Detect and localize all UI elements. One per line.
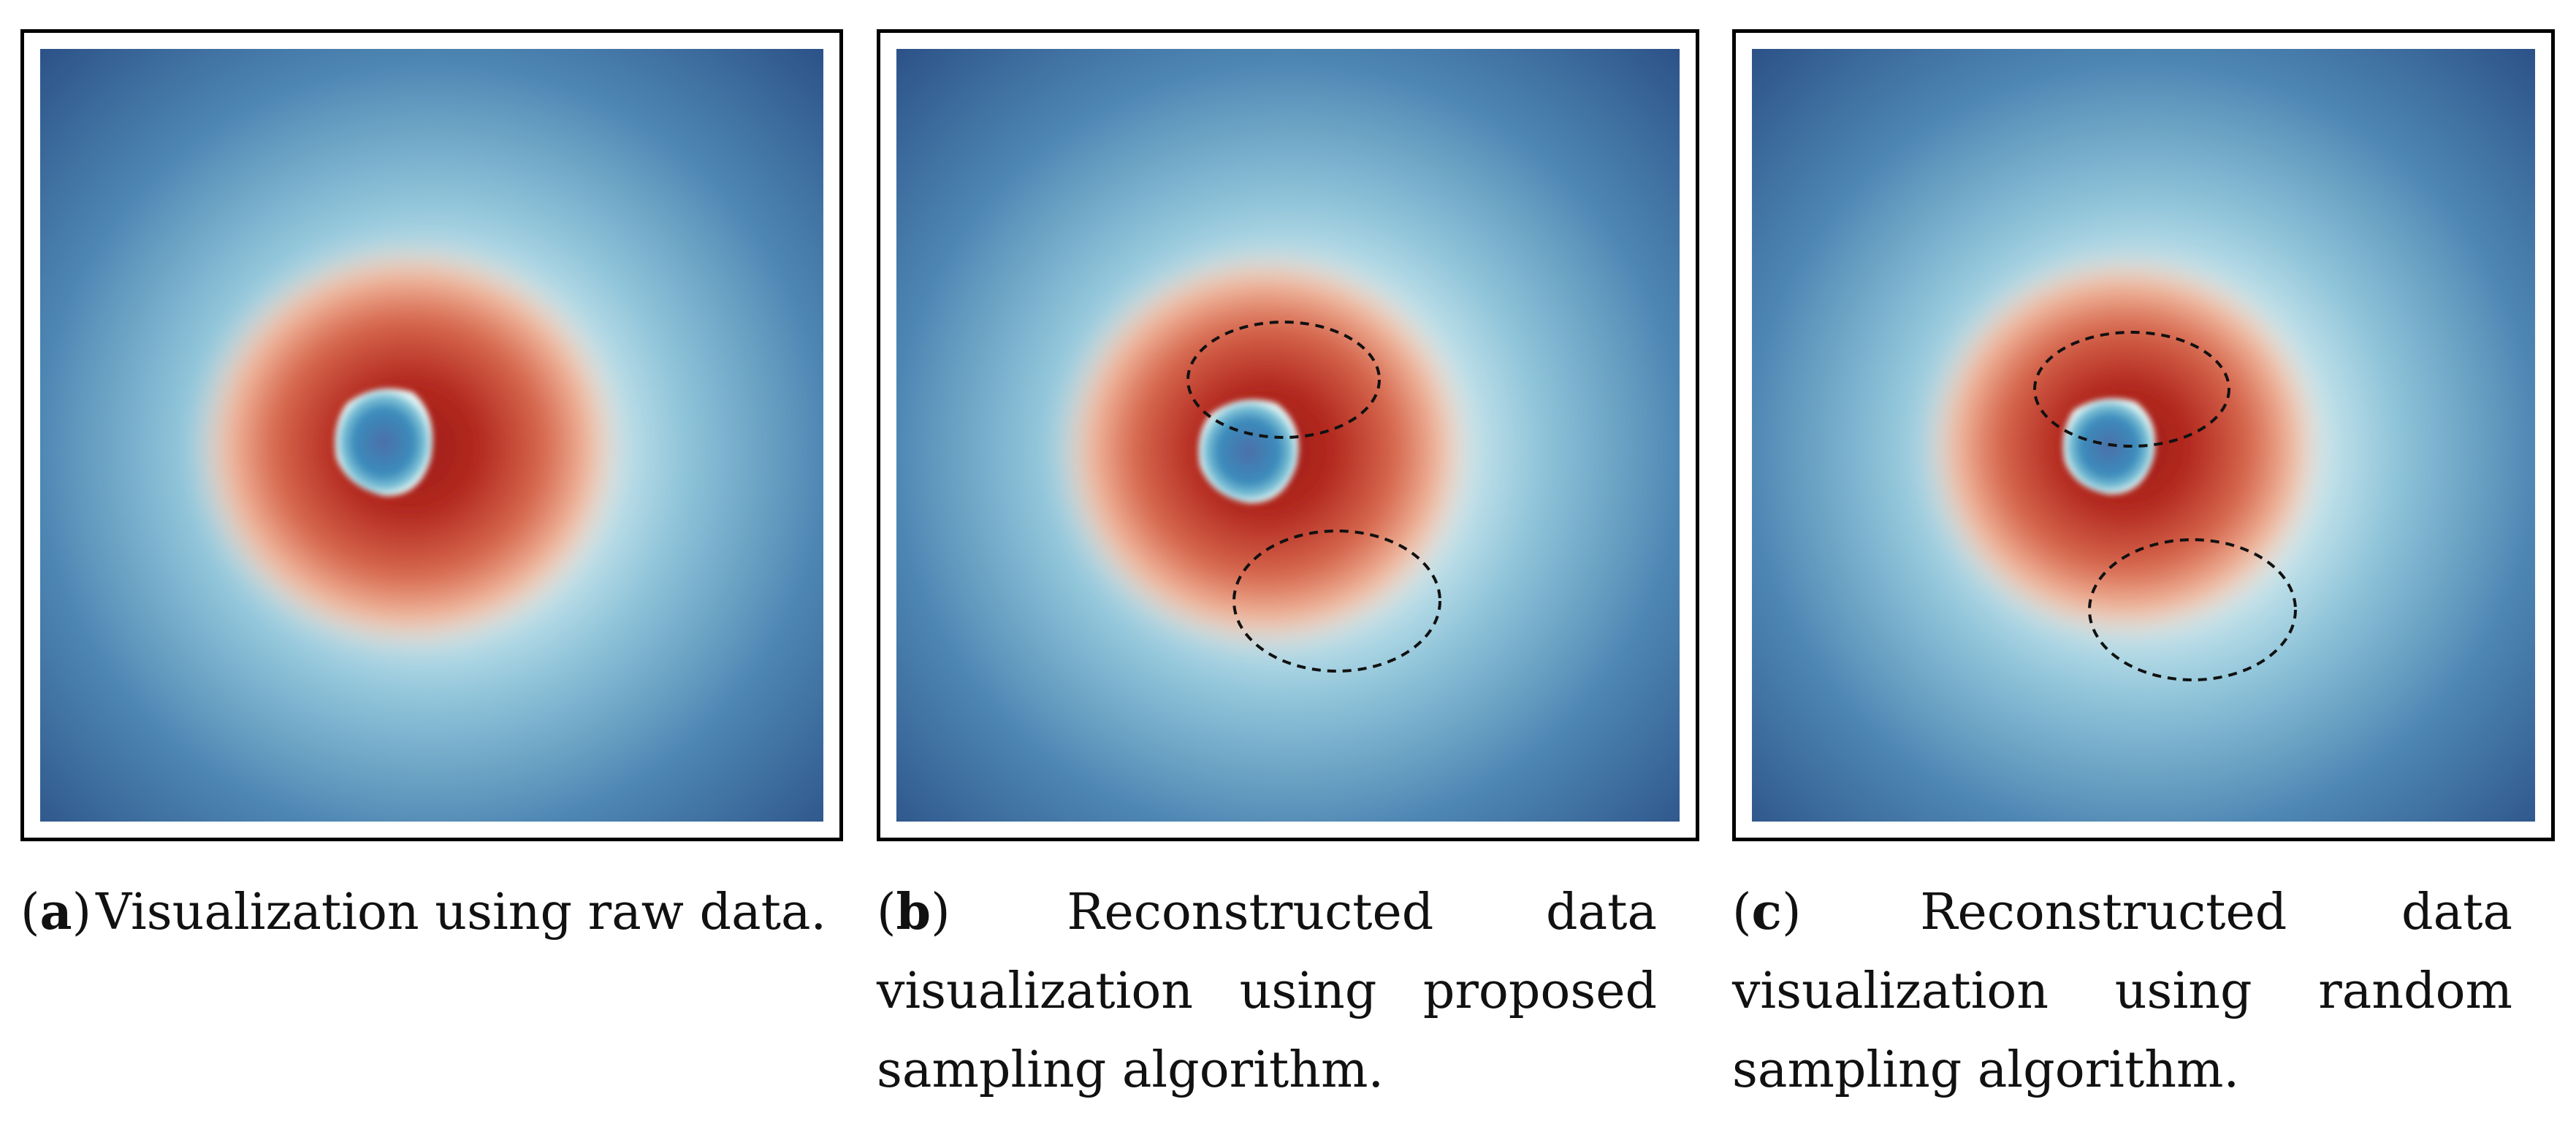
panel-b-dashed-ellipse-lower [1232, 529, 1441, 673]
panel-a-eye [335, 389, 433, 497]
caption-b-text: Reconstructed data visualization using p… [877, 884, 1657, 1099]
panel-b-dashed-ellipse-upper [1186, 321, 1381, 439]
panel-c-dashed-ellipse-upper [2033, 331, 2230, 448]
panel-a-image [40, 49, 823, 822]
panel-c-image [1752, 49, 2535, 822]
panel-c-eye [2062, 398, 2156, 495]
panel-a-frame [20, 29, 843, 841]
panel-b-image [896, 49, 1680, 822]
caption-b-label: (b) [877, 883, 950, 941]
caption-a: (a)Visualization using raw data. [20, 873, 846, 952]
caption-c-text: Reconstructed data visualization using r… [1732, 884, 2512, 1099]
panel-c-dashed-ellipse-lower [2088, 538, 2297, 681]
panel-c-frame [1732, 29, 2555, 841]
panel-b-eye [1198, 399, 1299, 504]
caption-c: (c) Reconstructed data visualization usi… [1732, 873, 2512, 1110]
caption-c-label: (c) [1732, 883, 1802, 941]
panel-b-frame [877, 29, 1699, 841]
caption-a-label: (a) [20, 883, 92, 941]
caption-b: (b) Reconstructed data visualization usi… [877, 873, 1657, 1110]
caption-a-text: Visualization using raw data. [96, 884, 827, 941]
